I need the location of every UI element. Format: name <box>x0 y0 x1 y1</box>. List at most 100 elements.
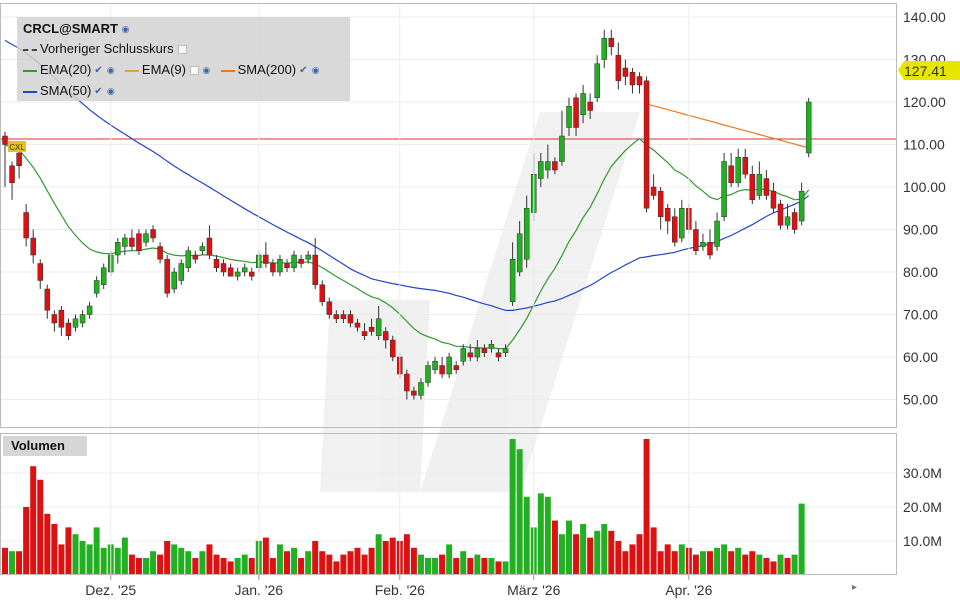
candle-body[interactable] <box>340 314 347 319</box>
candle-body[interactable] <box>16 152 22 166</box>
volume-bar[interactable] <box>234 558 241 575</box>
volume-bar[interactable] <box>192 558 199 575</box>
volume-bar[interactable] <box>298 558 305 575</box>
candle-body[interactable] <box>347 314 354 324</box>
candle-body[interactable] <box>622 67 629 77</box>
candle-body[interactable] <box>375 318 382 336</box>
volume-bar[interactable] <box>37 479 44 575</box>
volume-bar[interactable] <box>657 551 664 575</box>
candle-body[interactable] <box>51 314 58 324</box>
candle-body[interactable] <box>509 259 516 302</box>
volume-bar[interactable] <box>537 493 544 575</box>
candle-body[interactable] <box>608 38 615 47</box>
candle-body[interactable] <box>446 356 452 375</box>
volume-bar[interactable] <box>44 513 51 575</box>
candle-body[interactable] <box>37 263 43 281</box>
candle-body[interactable] <box>664 208 671 222</box>
volume-bar[interactable] <box>347 551 354 575</box>
candle-body[interactable] <box>657 191 664 217</box>
volume-bar[interactable] <box>157 554 164 575</box>
candle-body[interactable] <box>192 254 199 260</box>
volume-bar[interactable] <box>375 534 382 575</box>
candle-body[interactable] <box>552 161 558 171</box>
candle-body[interactable] <box>693 229 699 251</box>
candle-body[interactable] <box>538 161 544 179</box>
candle-body[interactable] <box>495 352 502 358</box>
candle-body[interactable] <box>643 80 650 209</box>
candle-body[interactable] <box>777 203 784 226</box>
volume-bar[interactable] <box>171 544 178 575</box>
candle-body[interactable] <box>312 254 318 285</box>
volume-bar[interactable] <box>199 551 206 575</box>
volume-bar[interactable] <box>488 558 495 575</box>
candle-body[interactable] <box>213 259 220 268</box>
volume-bar[interactable] <box>432 558 439 575</box>
candle-body[interactable] <box>79 314 86 324</box>
volume-bar[interactable] <box>72 534 79 575</box>
candle-body[interactable] <box>354 322 361 328</box>
candle-body[interactable] <box>136 233 142 251</box>
candle-body[interactable] <box>474 348 481 358</box>
volume-bar[interactable] <box>382 541 389 575</box>
volume-bar[interactable] <box>770 561 777 575</box>
candle-body[interactable] <box>735 157 741 183</box>
volume-bar[interactable] <box>622 551 629 575</box>
volume-bar[interactable] <box>544 496 551 575</box>
volume-bar[interactable] <box>86 544 93 575</box>
candle-body[interactable] <box>270 263 276 273</box>
settings-icon[interactable]: ◉ <box>202 65 211 76</box>
volume-bar[interactable] <box>509 439 516 575</box>
candle-body[interactable] <box>439 365 445 375</box>
volume-bar[interactable] <box>699 551 706 575</box>
volume-bar[interactable] <box>629 544 636 575</box>
candle-body[interactable] <box>178 263 184 281</box>
volume-bar[interactable] <box>636 534 643 575</box>
candle-body[interactable] <box>284 263 290 268</box>
candle-body[interactable] <box>629 72 636 86</box>
volume-bar[interactable] <box>220 558 227 575</box>
volume-bar[interactable] <box>326 554 333 575</box>
volume-bar[interactable] <box>164 541 171 575</box>
volume-bar[interactable] <box>523 496 530 575</box>
candle-body[interactable] <box>516 233 523 273</box>
candle-body[interactable] <box>728 165 734 183</box>
volume-bar[interactable] <box>241 554 248 575</box>
volume-bar[interactable] <box>58 544 65 575</box>
volume-bar[interactable] <box>460 551 467 575</box>
candle-body[interactable] <box>157 246 163 260</box>
candle-body[interactable] <box>361 331 368 336</box>
volume-bar[interactable] <box>368 547 375 575</box>
volume-bar[interactable] <box>354 547 361 575</box>
volume-bar[interactable] <box>333 561 340 575</box>
volume-bar[interactable] <box>319 551 326 575</box>
candle-body[interactable] <box>44 288 51 311</box>
volume-bar[interactable] <box>558 534 565 575</box>
volume-bar[interactable] <box>784 558 791 575</box>
candle-body[interactable] <box>573 97 579 128</box>
candle-body[interactable] <box>298 259 304 264</box>
candle-body[interactable] <box>791 212 798 230</box>
candle-body[interactable] <box>58 310 65 328</box>
candle-body[interactable] <box>566 106 572 128</box>
volume-bar[interactable] <box>9 551 16 575</box>
candle-body[interactable] <box>467 352 474 358</box>
volume-bar[interactable] <box>467 558 474 575</box>
candle-body[interactable] <box>587 101 593 111</box>
candle-body[interactable] <box>129 237 135 247</box>
candle-body[interactable] <box>382 331 389 341</box>
volume-bar[interactable] <box>721 544 728 575</box>
volume-bar[interactable] <box>587 537 594 575</box>
candle-body[interactable] <box>100 267 107 285</box>
volume-bar[interactable] <box>453 558 460 575</box>
candle-body[interactable] <box>545 161 551 171</box>
volume-bar[interactable] <box>389 537 396 575</box>
volume-bar[interactable] <box>114 547 121 575</box>
candle-body[interactable] <box>319 284 325 302</box>
volume-bar[interactable] <box>51 524 58 575</box>
candle-body[interactable] <box>650 186 657 196</box>
candle-body[interactable] <box>2 135 8 145</box>
candle-body[interactable] <box>333 314 340 319</box>
volume-bar[interactable] <box>763 558 770 575</box>
volume-bar[interactable] <box>65 527 72 575</box>
